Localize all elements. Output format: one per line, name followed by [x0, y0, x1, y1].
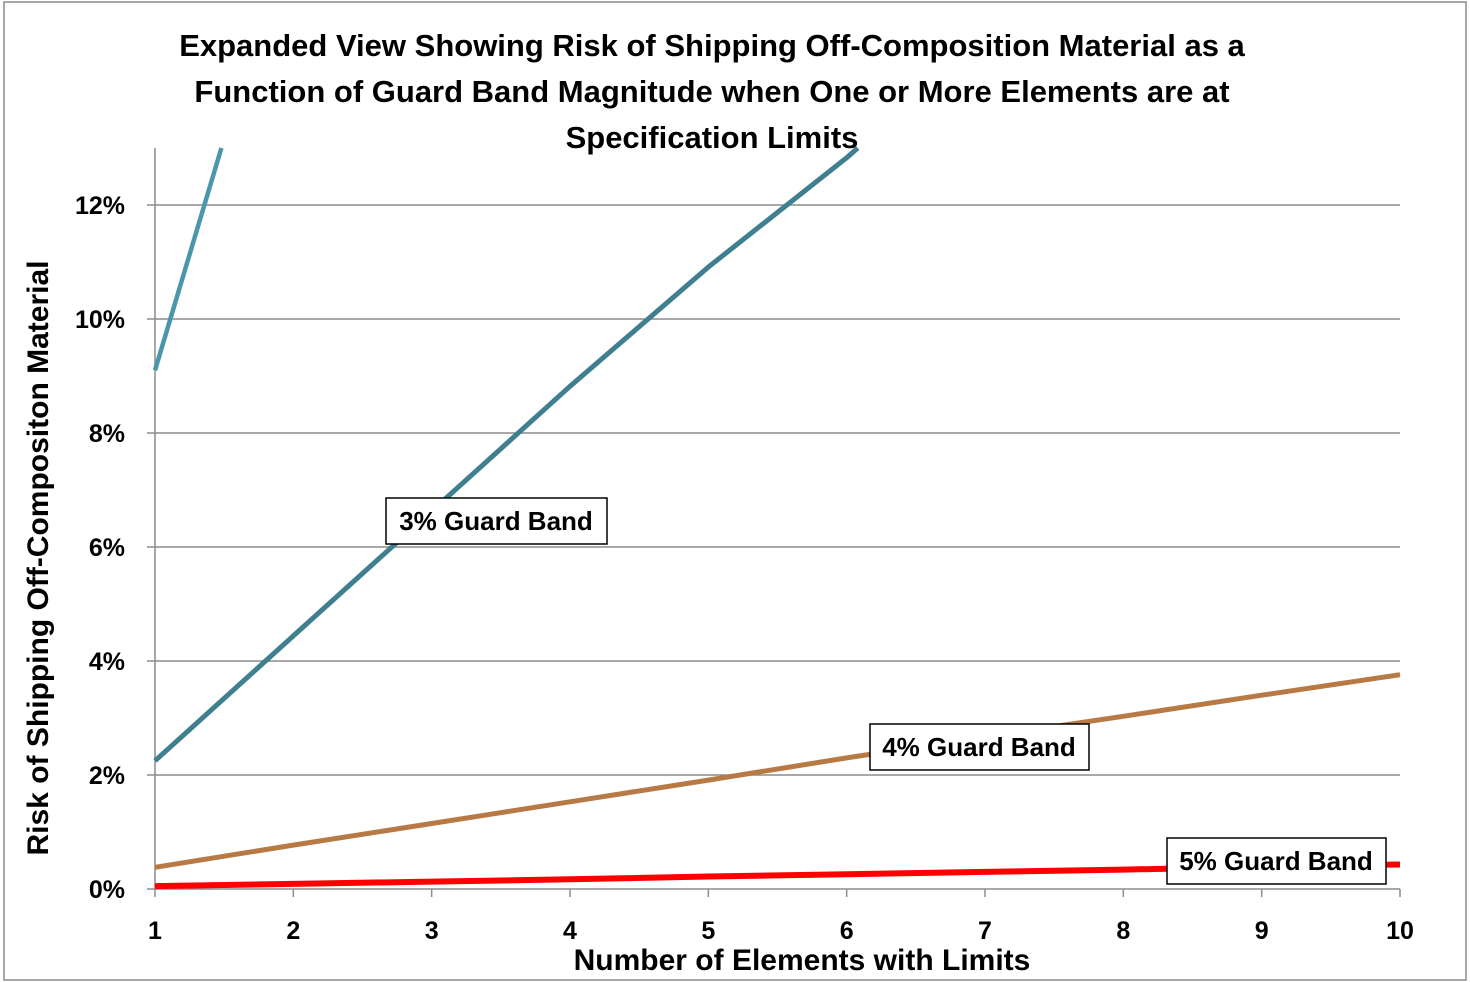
x-tick-label-5: 6: [840, 917, 854, 945]
gridlines: [147, 204, 1400, 890]
x-tick-label-8: 9: [1255, 917, 1269, 945]
x-tick-label-2: 3: [425, 917, 439, 945]
x-tick-label-6: 7: [978, 917, 992, 945]
y-tick-labels: 0% 2% 4% 6% 8% 10% 12%: [75, 192, 125, 904]
series-line-0: [152, 147, 224, 371]
series-line-1: [153, 146, 860, 763]
chart-title-line-2: Function of Guard Band Magnitude when On…: [194, 74, 1229, 109]
y-tick-label-6: 12%: [75, 192, 125, 220]
x-axis-label: Number of Elements with Limits: [574, 944, 1031, 977]
series-line-2: [154, 672, 1401, 870]
y-tick-label-5: 10%: [75, 306, 125, 334]
x-tick-labels: 1 2 3 4 5 6 7 8 9 10: [148, 917, 1414, 945]
y-tick-label-1: 2%: [89, 762, 125, 790]
x-tick-label-4: 5: [701, 917, 715, 945]
chart-title-line-3: Specification Limits: [566, 120, 859, 155]
annotation-3pct-label: 3% Guard Band: [399, 506, 593, 536]
annotation-5pct: 5% Guard Band: [1166, 837, 1387, 885]
x-tick-label-9: 10: [1386, 917, 1414, 945]
y-tick-label-3: 6%: [89, 534, 125, 562]
y-axis-label: Risk of Shipping Off-Compositon Material: [22, 261, 55, 856]
annotation-4pct-label: 4% Guard Band: [882, 732, 1076, 762]
chart-title: Expanded View Showing Risk of Shipping O…: [179, 28, 1245, 155]
annotation-5pct-label: 5% Guard Band: [1179, 846, 1373, 876]
x-tick-label-3: 4: [563, 917, 577, 945]
axes: [154, 148, 1401, 897]
series-annotations: 3% Guard Band 4% Guard Band 5% Guard Ban…: [385, 497, 1387, 885]
x-tick-label-0: 1: [148, 917, 162, 945]
annotation-3pct: 3% Guard Band: [385, 497, 608, 545]
annotation-4pct: 4% Guard Band: [869, 723, 1090, 771]
chart-frame: [3, 1, 1467, 981]
y-tick-label-0: 0%: [89, 876, 125, 904]
chart-title-line-1: Expanded View Showing Risk of Shipping O…: [179, 28, 1245, 63]
y-tick-label-4: 8%: [89, 420, 125, 448]
x-tick-label-7: 8: [1116, 917, 1130, 945]
x-tick-label-1: 2: [286, 917, 300, 945]
y-tick-label-2: 4%: [89, 648, 125, 676]
